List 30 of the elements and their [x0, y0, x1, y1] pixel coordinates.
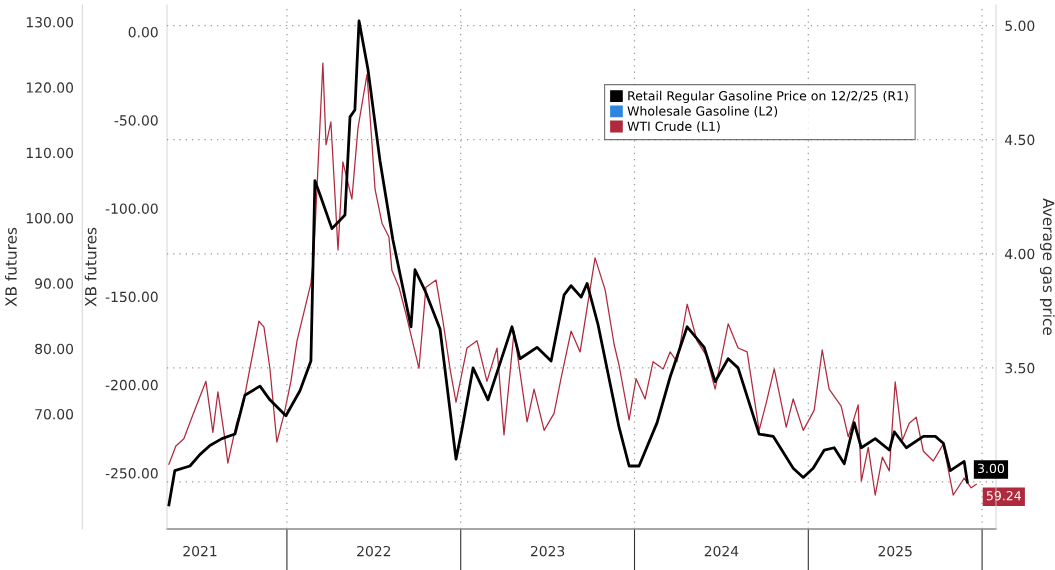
- y3-tick-label: -250.00: [105, 468, 158, 479]
- y-tick-label: 110.00: [26, 147, 74, 159]
- y3-tick-label: -200.00: [105, 379, 158, 391]
- y3-axis-title: XB futures: [84, 227, 97, 307]
- y2-tick-label: 4.50: [1005, 134, 1035, 146]
- y3-tick-label: -50.00: [114, 115, 158, 126]
- y3-tick-label: -150.00: [105, 291, 158, 303]
- y-tick-label: 70.00: [35, 408, 74, 420]
- y2-tick-label: 5.00: [1005, 20, 1035, 32]
- y-tick-label: 120.00: [26, 82, 74, 93]
- legend-label: Retail Regular Gasoline Price on 12/2/25 (R1): [628, 90, 908, 103]
- data-label: 3.00: [978, 463, 1005, 474]
- y-tick-label: 130.00: [26, 16, 74, 28]
- y3-tick-label: -100.00: [105, 203, 158, 214]
- y3-tick-label: 0.00: [128, 26, 158, 38]
- y-tick-label: 100.00: [26, 212, 74, 224]
- x-tick-label: 2021: [183, 545, 217, 557]
- x-tick-label: 2025: [878, 545, 912, 557]
- legend-label: WTI Crude (L1): [627, 121, 720, 133]
- y2-tick-label: 4.00: [1005, 248, 1035, 260]
- x-tick-label: 2024: [704, 545, 739, 557]
- y2-axis-title: Average gas price: [1039, 198, 1055, 335]
- legend-label: Wholesale Gasoline (L2): [627, 106, 778, 118]
- y-tick-label: 90.00: [35, 278, 74, 289]
- y-axis-title: XB futures: [5, 227, 17, 307]
- x-tick-label: 2023: [530, 545, 565, 557]
- y-tick-label: 80.00: [35, 343, 74, 355]
- y2-tick-label: 3.50: [1005, 362, 1035, 374]
- x-tick-label: 2022: [357, 545, 391, 557]
- data-label: 59.24: [986, 490, 1021, 501]
